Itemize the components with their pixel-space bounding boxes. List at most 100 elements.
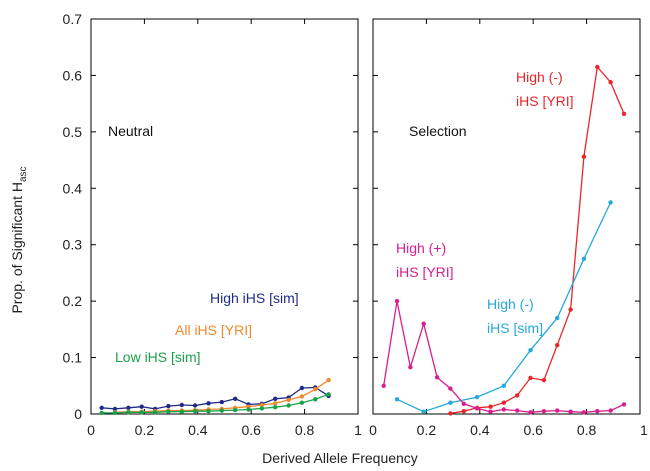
data-point — [326, 377, 331, 383]
plot-frame — [90, 18, 359, 415]
data-point — [179, 402, 184, 408]
data-point — [448, 400, 453, 405]
data-point — [299, 400, 305, 405]
data-point — [474, 406, 480, 411]
data-point — [299, 394, 305, 399]
data-point — [99, 410, 104, 416]
x-tick-label: 0.8 — [295, 422, 315, 438]
x-tick-label: 1 — [640, 422, 648, 438]
data-point — [139, 410, 144, 415]
annotation-line: iHS [sim] — [487, 320, 543, 336]
data-point — [555, 408, 560, 413]
data-point — [595, 64, 600, 70]
data-point — [461, 401, 466, 406]
y-tick-label: 0 — [74, 406, 82, 422]
data-point — [555, 343, 560, 348]
data-point — [192, 409, 198, 414]
panel-title: Selection — [409, 123, 467, 139]
data-point — [488, 409, 493, 414]
x-tick-label: 0.8 — [577, 422, 597, 438]
data-point — [448, 411, 453, 416]
data-point — [166, 409, 171, 414]
data-point — [621, 402, 627, 407]
annotation-line: Low iHS [sim] — [115, 349, 201, 365]
data-point — [299, 385, 305, 391]
data-point — [608, 408, 613, 413]
data-point — [608, 80, 613, 85]
data-point — [581, 154, 587, 159]
data-point — [192, 403, 198, 408]
data-point — [246, 407, 251, 412]
annotation-line: All iHS [YRI] — [175, 322, 252, 338]
data-point — [608, 200, 613, 205]
data-point — [139, 404, 144, 409]
data-point — [206, 409, 211, 414]
data-point — [541, 377, 547, 383]
series-line — [383, 300, 625, 413]
data-point — [381, 383, 386, 388]
y-axis-title-subscript: asc — [18, 166, 29, 182]
data-point — [259, 402, 265, 408]
annotation-line: iHS [YRI] — [516, 93, 574, 109]
data-point — [219, 399, 224, 405]
data-point — [286, 397, 291, 403]
data-point — [421, 321, 426, 326]
data-point — [99, 405, 104, 410]
series-line — [450, 65, 625, 415]
y-tick-label: 0.4 — [63, 180, 83, 196]
data-point — [394, 397, 400, 402]
data-point — [286, 403, 291, 408]
data-point — [448, 386, 453, 391]
data-point — [126, 405, 131, 410]
y-tick-label: 0.6 — [63, 67, 83, 83]
series-line — [101, 386, 329, 410]
data-point — [152, 410, 158, 415]
y-tick-label: 0.2 — [63, 293, 83, 309]
x-tick-label: 0.6 — [241, 422, 261, 438]
data-point — [501, 400, 506, 405]
annotation-label: All iHS [YRI] — [175, 322, 252, 338]
data-point — [434, 375, 440, 380]
annotation-label: High (-) iHS [sim] — [487, 296, 543, 336]
data-point — [166, 403, 171, 409]
data-point — [126, 410, 131, 415]
data-point — [421, 409, 426, 414]
annotation-line: High (+) — [396, 240, 446, 256]
x-tick-label: 0.2 — [135, 422, 155, 438]
panel-title: Neutral — [108, 123, 153, 139]
data-point — [233, 396, 238, 401]
data-point — [461, 409, 466, 414]
data-point — [273, 401, 278, 406]
annotation-line: iHS [YRI] — [396, 264, 454, 280]
data-point — [273, 396, 278, 401]
data-point — [488, 404, 493, 409]
data-point — [219, 408, 224, 413]
x-tick-label: 0.6 — [523, 422, 543, 438]
annotation-label: High (-) iHS [YRI] — [516, 69, 574, 109]
x-tick-label: 0.4 — [188, 422, 208, 438]
data-point — [581, 410, 587, 415]
data-point — [555, 315, 560, 321]
data-point — [528, 375, 533, 381]
data-point — [581, 256, 587, 261]
data-point — [528, 410, 533, 415]
data-point — [313, 387, 318, 392]
data-point — [568, 409, 573, 414]
x-tick-label: 1 — [354, 422, 362, 438]
data-point — [326, 392, 331, 397]
x-tick-label: 0 — [87, 422, 95, 438]
data-point — [112, 406, 118, 412]
data-point — [394, 298, 400, 304]
annotation-label: Low iHS [sim] — [115, 349, 201, 365]
data-point — [408, 365, 413, 370]
y-tick-label: 0.5 — [63, 124, 83, 140]
data-point — [233, 407, 238, 413]
y-axis-title: Prop. of Significant Hasc — [9, 166, 29, 313]
panel-selection: 0 0.2 0.4 0.6 0.8 1 Selection — [369, 18, 648, 438]
data-point — [273, 405, 278, 410]
data-point — [515, 393, 520, 398]
data-point — [501, 407, 506, 412]
data-point — [528, 348, 533, 353]
series-high-ihs-yri — [448, 64, 627, 416]
plot-frame — [372, 18, 641, 415]
